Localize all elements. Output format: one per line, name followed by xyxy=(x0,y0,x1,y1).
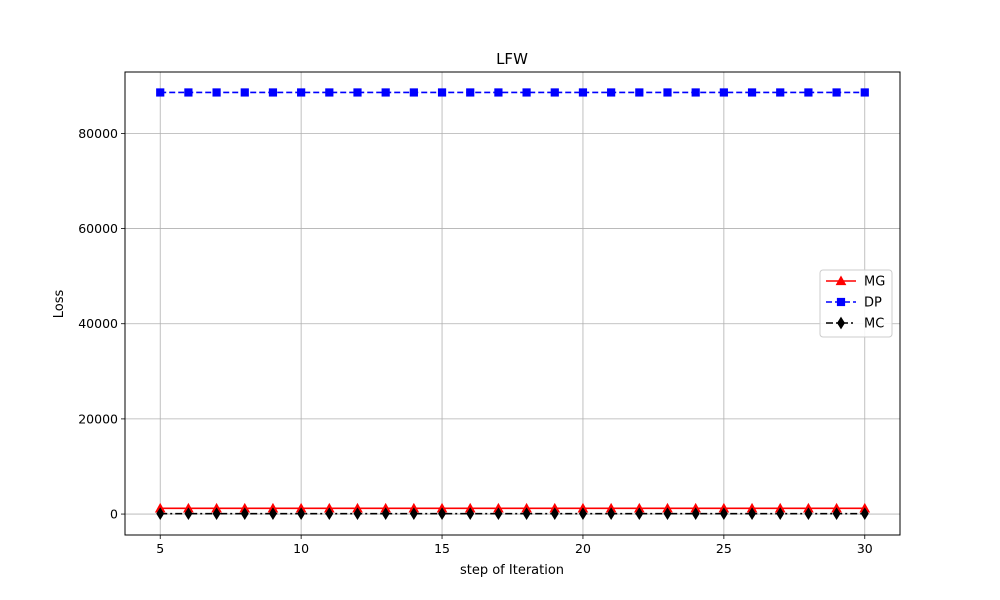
data-point-mc xyxy=(156,507,165,521)
data-point-mc xyxy=(353,507,362,521)
legend-label-mg: MG xyxy=(864,275,885,290)
legend-marker-mc xyxy=(837,316,845,330)
data-point-mc xyxy=(748,507,757,521)
data-point-mc xyxy=(635,507,644,521)
data-point-dp xyxy=(409,88,418,97)
data-point-mc xyxy=(494,507,503,521)
y-tick-label: 80000 xyxy=(78,126,118,141)
data-point-dp xyxy=(325,88,334,97)
data-point-mc xyxy=(719,507,728,521)
series-mg xyxy=(154,502,871,513)
data-point-mc xyxy=(522,507,531,521)
data-point-mc xyxy=(184,507,193,521)
legend-marker-dp xyxy=(836,297,846,307)
data-point-mc xyxy=(297,507,306,521)
x-tick-label: 10 xyxy=(293,541,309,556)
x-tick-label: 15 xyxy=(434,541,450,556)
series-mc xyxy=(156,507,869,521)
grid xyxy=(125,72,900,535)
data-point-dp xyxy=(635,88,644,97)
data-point-mc xyxy=(804,507,813,521)
y-tick-label: 40000 xyxy=(78,316,118,331)
data-point-dp xyxy=(578,88,588,97)
x-tick-label: 5 xyxy=(156,541,164,556)
data-point-mc xyxy=(438,507,447,521)
data-point-mc xyxy=(466,507,475,521)
data-point-mc xyxy=(325,507,334,521)
legend-label-mc: MC xyxy=(864,317,884,332)
data-point-mc xyxy=(832,507,841,521)
x-axis-label: step of Iteration xyxy=(460,563,564,578)
y-tick-label: 60000 xyxy=(78,221,118,236)
series-dp xyxy=(156,88,869,97)
data-point-mc xyxy=(607,507,616,521)
data-point-mc xyxy=(550,507,559,521)
data-point-dp xyxy=(268,88,278,97)
ticks: 5 10 15 20 25 30 0 20000 40000 60000 80000 xyxy=(78,126,873,556)
data-point-mc xyxy=(409,507,418,521)
data-point-dp xyxy=(804,88,813,97)
y-tick-label: 0 xyxy=(110,507,118,522)
data-point-dp xyxy=(860,88,869,97)
data-point-dp xyxy=(212,88,221,97)
data-point-mc xyxy=(212,507,221,521)
data-point-mc xyxy=(268,507,277,521)
chart-title: LFW xyxy=(496,50,528,68)
data-point-mc xyxy=(240,507,249,521)
legend: MG DP MC xyxy=(819,269,893,338)
data-point-mc xyxy=(578,507,587,521)
data-point-dp xyxy=(691,88,700,97)
y-tick-label: 20000 xyxy=(78,411,118,426)
data-point-dp xyxy=(747,88,757,97)
legend-label-dp: DP xyxy=(864,296,882,311)
data-point-dp xyxy=(832,88,841,97)
data-point-dp xyxy=(494,88,503,97)
data-point-dp xyxy=(240,88,249,97)
data-point-dp xyxy=(607,88,616,97)
x-tick-label: 25 xyxy=(716,541,732,556)
data-point-mc xyxy=(776,507,785,521)
data-point-dp xyxy=(522,88,531,97)
legend-box xyxy=(819,269,893,338)
data-point-dp xyxy=(437,88,447,97)
data-point-mc xyxy=(663,507,672,521)
x-tick-label: 20 xyxy=(575,541,591,556)
data-point-mc xyxy=(381,507,390,521)
data-point-mc xyxy=(860,507,869,521)
x-tick-label: 30 xyxy=(857,541,873,556)
data-point-dp xyxy=(381,88,390,97)
plot-frame xyxy=(124,71,901,536)
data-point-dp xyxy=(297,88,306,97)
data-point-dp xyxy=(184,88,193,97)
data-point-dp xyxy=(663,88,672,97)
y-axis-label: Loss xyxy=(52,290,67,319)
series-layer xyxy=(154,88,871,521)
data-point-dp xyxy=(719,88,728,97)
data-point-dp xyxy=(353,88,362,97)
data-point-mc xyxy=(691,507,700,521)
data-point-dp xyxy=(550,88,559,97)
data-point-dp xyxy=(156,88,165,97)
data-point-dp xyxy=(776,88,785,97)
data-point-dp xyxy=(466,88,475,97)
legend-marker-mg xyxy=(835,275,847,286)
